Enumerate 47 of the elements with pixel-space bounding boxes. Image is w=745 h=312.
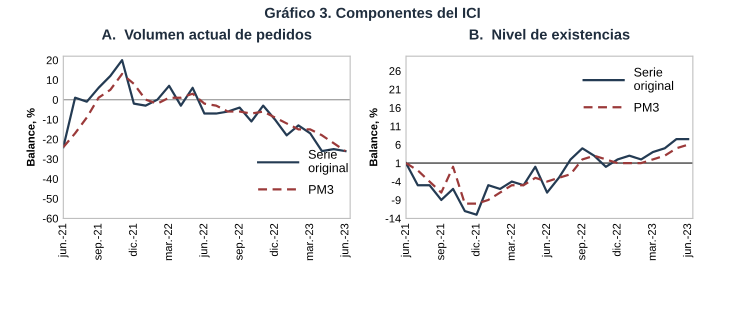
y-tick-label: 26 bbox=[389, 67, 401, 76]
chart-title: A. Volumen actual de pedidos bbox=[102, 28, 312, 43]
y-axis-title: Balance, % bbox=[369, 108, 379, 166]
x-tick-label: jun.-22 bbox=[199, 224, 210, 258]
x-tick-label: sep.-21 bbox=[94, 224, 104, 260]
y-tick-label: -30 bbox=[42, 155, 58, 164]
y-tick-label: -50 bbox=[42, 194, 58, 203]
x-tick-label: sep.-22 bbox=[577, 224, 588, 260]
y-axis-title: Balance, % bbox=[26, 108, 36, 166]
legend-label: Serie original bbox=[308, 150, 348, 175]
y-tick-label: 0 bbox=[52, 96, 58, 104]
y-tick-label: -14 bbox=[386, 214, 401, 222]
y-tick-label: -60 bbox=[42, 214, 58, 223]
x-tick-label: jun.-22 bbox=[542, 224, 552, 258]
y-tick-label: 1 bbox=[396, 159, 401, 168]
x-tick-label: mar.-23 bbox=[648, 224, 656, 260]
y-tick-label: 16 bbox=[390, 104, 401, 112]
x-tick-label: jun.-23 bbox=[340, 224, 351, 258]
x-tick-label: mar.-22 bbox=[506, 224, 515, 260]
x-tick-label: mar.-23 bbox=[305, 224, 314, 260]
x-tick-label: dic.-21 bbox=[128, 224, 137, 256]
x-tick-label: dic.-22 bbox=[270, 224, 278, 256]
y-tick-label: 21 bbox=[389, 86, 401, 94]
y-tick-label: 11 bbox=[390, 122, 401, 130]
text: Gráfico 3. Componentes del ICI bbox=[264, 7, 480, 21]
line-series bbox=[406, 144, 690, 205]
legend-label: Serie original bbox=[634, 67, 674, 93]
x-tick-label: jun.-23 bbox=[682, 224, 694, 258]
y-tick-label: 6 bbox=[396, 140, 401, 149]
y-tick-label: -40 bbox=[42, 175, 58, 183]
y-tick-label: 10 bbox=[46, 76, 58, 84]
y-tick-label: -10 bbox=[42, 116, 58, 124]
y-tick-label: -20 bbox=[42, 136, 58, 144]
legend-label: PM3 bbox=[634, 102, 659, 112]
x-tick-label: dic.-22 bbox=[612, 224, 621, 256]
x-tick-label: jun.-21 bbox=[400, 224, 412, 258]
y-tick-label: 20 bbox=[46, 56, 58, 64]
x-tick-label: sep.-21 bbox=[436, 224, 446, 260]
legend-label: PM3 bbox=[309, 185, 334, 194]
x-tick-label: sep.-22 bbox=[234, 224, 245, 260]
x-tick-label: dic.-21 bbox=[471, 224, 480, 256]
y-tick-label: -4 bbox=[392, 178, 401, 186]
y-tick-label: -9 bbox=[392, 196, 401, 204]
chart-title: B. Nivel de existencias bbox=[470, 28, 630, 40]
x-tick-label: jun.-21 bbox=[58, 224, 69, 258]
line-series bbox=[406, 138, 690, 216]
x-tick-label: mar.-22 bbox=[164, 224, 172, 260]
